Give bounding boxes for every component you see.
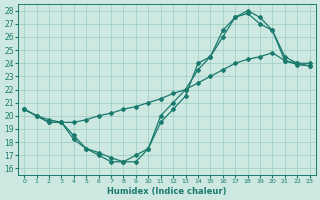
X-axis label: Humidex (Indice chaleur): Humidex (Indice chaleur) xyxy=(107,187,227,196)
